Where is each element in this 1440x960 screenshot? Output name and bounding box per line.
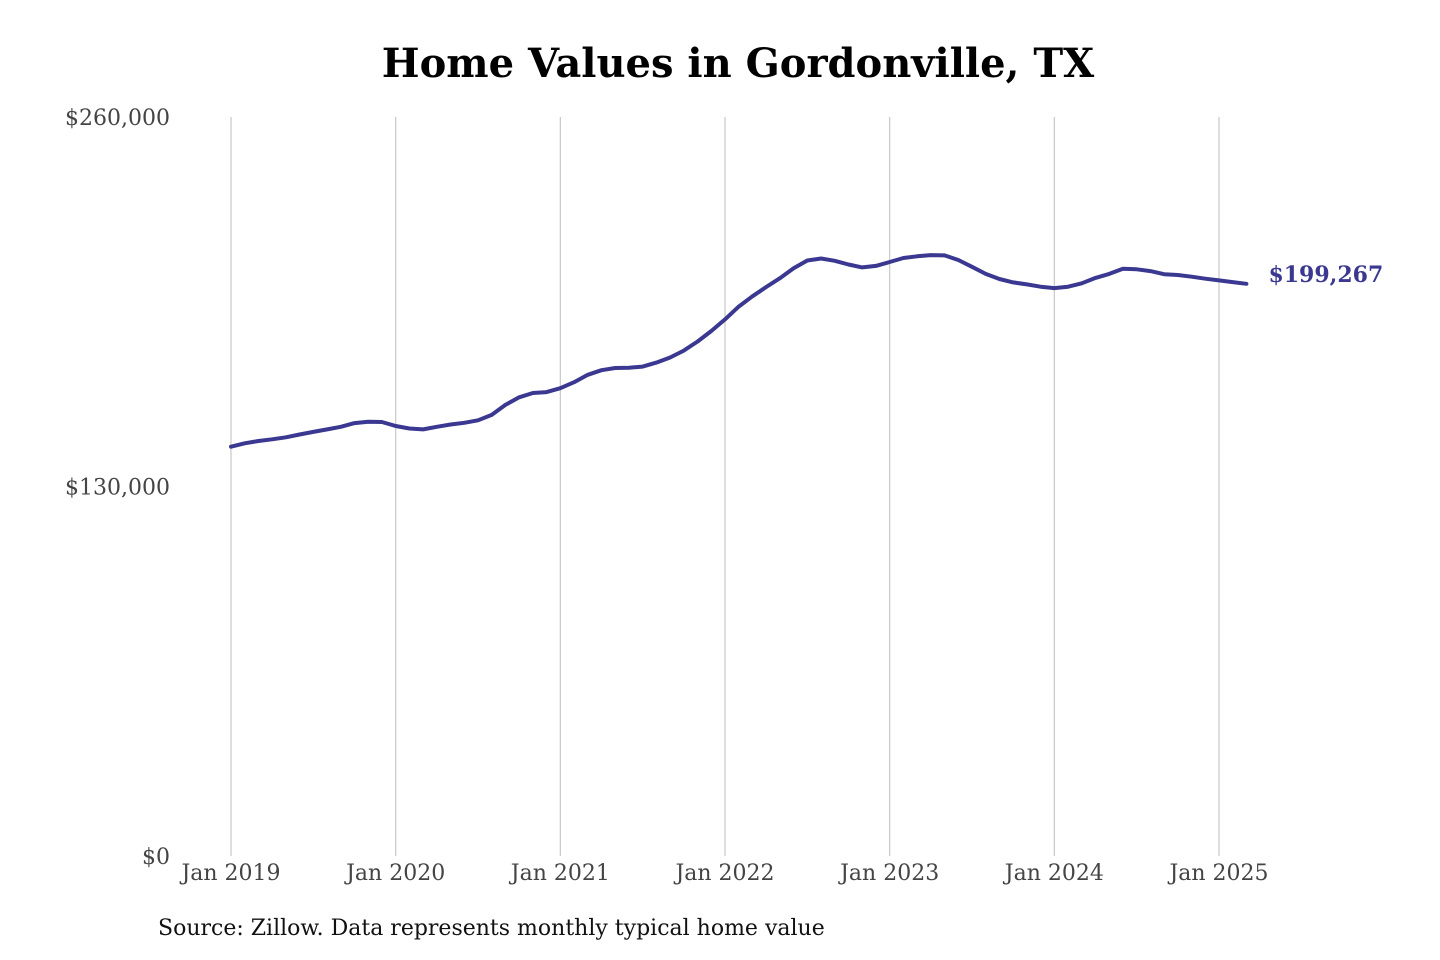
x-tick-label: Jan 2021 [509,861,610,886]
x-tick-label: Jan 2022 [673,861,774,886]
end-value-label: $199,267 [1268,262,1383,288]
x-tick-label: Jan 2024 [1003,861,1104,886]
x-axis-ticks: Jan 2019 Jan 2020 Jan 2021 Jan 2022 Jan 2023… [179,861,1268,886]
x-tick-label: Jan 2025 [1167,861,1268,886]
source-note: Source: Zillow. Data represents monthly … [158,916,825,941]
y-tick-label: $130,000 [65,476,170,501]
y-axis-ticks: $0 $130,000 $260,000 [65,106,170,870]
x-tick-label: Jan 2023 [838,861,939,886]
x-tick-label: Jan 2019 [179,861,280,886]
gridlines [230,117,1220,856]
chart-title: Home Values in Gordonville, TX [381,40,1095,87]
y-tick-label: $0 [142,845,170,870]
x-tick-label: Jan 2020 [344,861,445,886]
series-line-home-value [229,253,1249,449]
y-tick-label: $260,000 [65,106,170,131]
